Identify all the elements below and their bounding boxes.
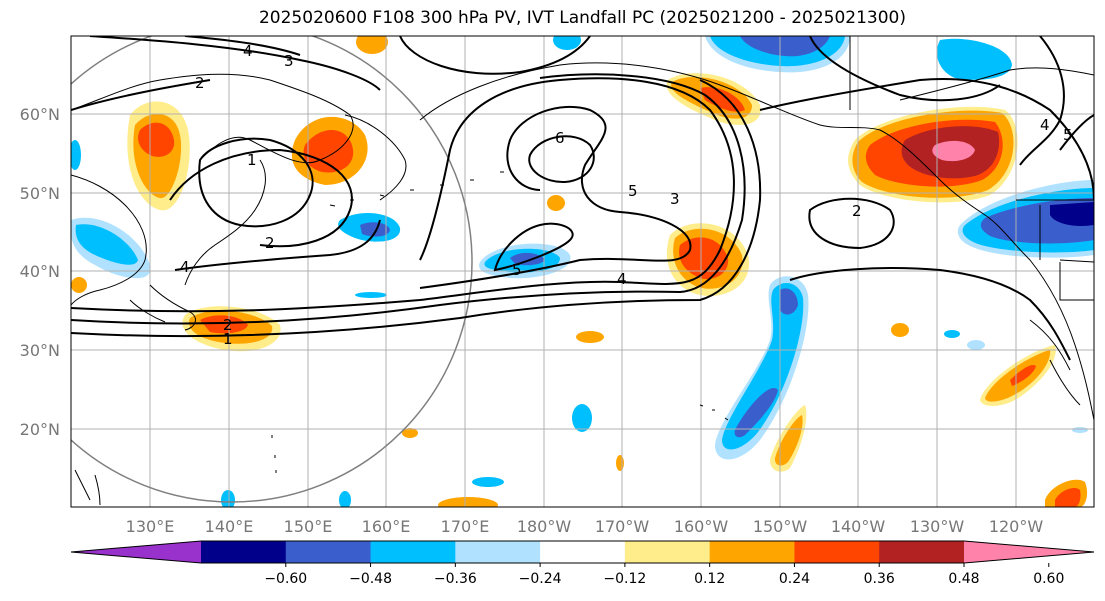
shade-blob-b	[576, 331, 604, 343]
lon-tick-label: 150°W	[753, 517, 808, 536]
landfall-radius-circle	[71, 36, 473, 503]
colorbar-tick-label: 0.60	[1033, 571, 1064, 587]
shade-160e-negative-core	[360, 222, 390, 237]
contour-label: 1	[247, 151, 257, 169]
shade-subtropical-negative-core	[722, 283, 804, 450]
contour-label: 2	[265, 234, 275, 252]
shade-blob-a	[547, 195, 565, 211]
shade-blob-o	[553, 36, 581, 50]
colorbar-segment	[455, 541, 541, 563]
colorbar-segment	[201, 541, 287, 563]
shade-blob-d	[355, 292, 387, 298]
lon-tick-label: 160°E	[362, 517, 411, 536]
colorbar-segment	[285, 541, 372, 563]
lon-tick-label: 170°W	[595, 517, 650, 536]
colorbar-segment	[709, 541, 795, 563]
colorbar-segment	[370, 541, 456, 563]
lon-axis: 130°E 140°E 150°E 160°E 170°E 180°W 170°…	[126, 517, 1044, 536]
colorbar-tick-label: −0.36	[434, 571, 477, 587]
contour-label: 5	[628, 182, 638, 200]
shade-west-negative-max	[1050, 202, 1094, 226]
colorbar-segment	[879, 541, 965, 563]
shade-bottom-right-positive-core	[1055, 488, 1081, 507]
colorbar-segment	[624, 541, 711, 563]
lon-tick-label: 140°W	[831, 517, 886, 536]
lon-tick-label: 150°E	[284, 517, 333, 536]
shade-blob-j	[402, 428, 418, 438]
contour-label: 2	[852, 202, 862, 220]
shade-hawaii-positive-core	[774, 415, 803, 466]
colorbar-tick-label: 0.36	[864, 571, 895, 587]
lon-tick-label: 120°W	[989, 517, 1044, 536]
colorbar-outline	[70, 540, 1095, 564]
lat-axis: 60°N 50°N 40°N 30°N 20°N	[20, 105, 60, 439]
coastlines	[71, 36, 1094, 506]
lat-tick-label: 40°N	[20, 262, 60, 281]
gridlines	[71, 36, 1094, 507]
shade-blob-m	[339, 491, 351, 507]
shade-blob-f	[944, 330, 960, 338]
shade-blob-g	[967, 340, 985, 350]
shade-subtropical-negative-inner	[734, 288, 798, 438]
shade-blob-p	[356, 36, 388, 54]
contour-label: 5	[512, 261, 522, 279]
colorbar-extend-max	[964, 541, 1094, 563]
shade-blob-q	[71, 140, 81, 170]
contour-label: 2	[223, 316, 233, 334]
shade-top-right-negative	[936, 38, 1012, 80]
shade-blob-l	[221, 490, 235, 507]
lon-tick-label: 160°W	[674, 517, 729, 536]
lat-tick-label: 30°N	[20, 341, 60, 360]
shade-dateline-negative-inner	[510, 252, 545, 266]
contour-label: 3	[670, 190, 680, 208]
colorbar-segment	[540, 541, 626, 563]
colorbar-tick-label: −0.60	[264, 571, 307, 587]
colorbar-tick-label: −0.24	[519, 571, 562, 587]
lon-tick-label: 170°E	[441, 517, 490, 536]
shade-top-negative-inner	[740, 36, 830, 57]
contour-label: 2	[195, 74, 205, 92]
contour-label: 4	[617, 270, 627, 288]
contour-label: 5	[1063, 126, 1073, 144]
lon-tick-label: 140°E	[205, 517, 254, 536]
lon-tick-label: 130°E	[126, 517, 175, 536]
colorbar-tick-label: 0.48	[948, 571, 979, 587]
map-frame	[70, 35, 1095, 508]
colorbar: −0.60 −0.48 −0.36 −0.24 −0.12 0.12 0.24 0.36 0.4…	[70, 540, 1095, 587]
shade-japan-negative-core	[75, 224, 138, 265]
lat-tick-label: 50°N	[20, 184, 60, 203]
contour-labels: 4 3 2 1 6 5 3 2 5 4 2 1 4 2 5 4	[180, 42, 1073, 348]
shade-blob-c	[572, 404, 592, 432]
chart-title: 2025020600 F108 300 hPa PV, IVT Landfall…	[258, 8, 906, 28]
contour-label: 4	[180, 258, 190, 276]
contour-label: 6	[555, 129, 565, 147]
contour-label: 1	[223, 330, 233, 348]
lon-tick-label: 130°W	[910, 517, 965, 536]
colorbar-tick-label: −0.12	[603, 571, 646, 587]
shade-blob-i	[438, 497, 498, 507]
shade-pnw-positive-peak	[932, 140, 975, 162]
shade-japan-positive-inner	[200, 315, 248, 334]
colorbar-tick-label: −0.48	[349, 571, 392, 587]
lat-tick-label: 60°N	[20, 105, 60, 124]
shade-blob-h	[472, 477, 504, 487]
pv-contours	[71, 36, 1094, 361]
colorbar-tick-label: 0.12	[694, 571, 725, 587]
colorbar-extend-min	[71, 541, 201, 563]
contour-label: 4	[243, 42, 253, 60]
contour-label: 3	[284, 52, 294, 70]
lon-tick-label: 180°W	[517, 517, 572, 536]
shade-blob-e	[891, 323, 909, 337]
shade-blob-k	[616, 455, 624, 471]
contour-label: 4	[1040, 116, 1050, 134]
colorbar-tick-label: 0.24	[779, 571, 810, 587]
shade-blob-n	[71, 277, 87, 293]
colorbar-segment	[794, 541, 880, 563]
shade-kamchatka-positive-inner	[138, 122, 175, 157]
lat-tick-label: 20°N	[20, 420, 60, 439]
shade-blob-r	[1072, 427, 1088, 433]
